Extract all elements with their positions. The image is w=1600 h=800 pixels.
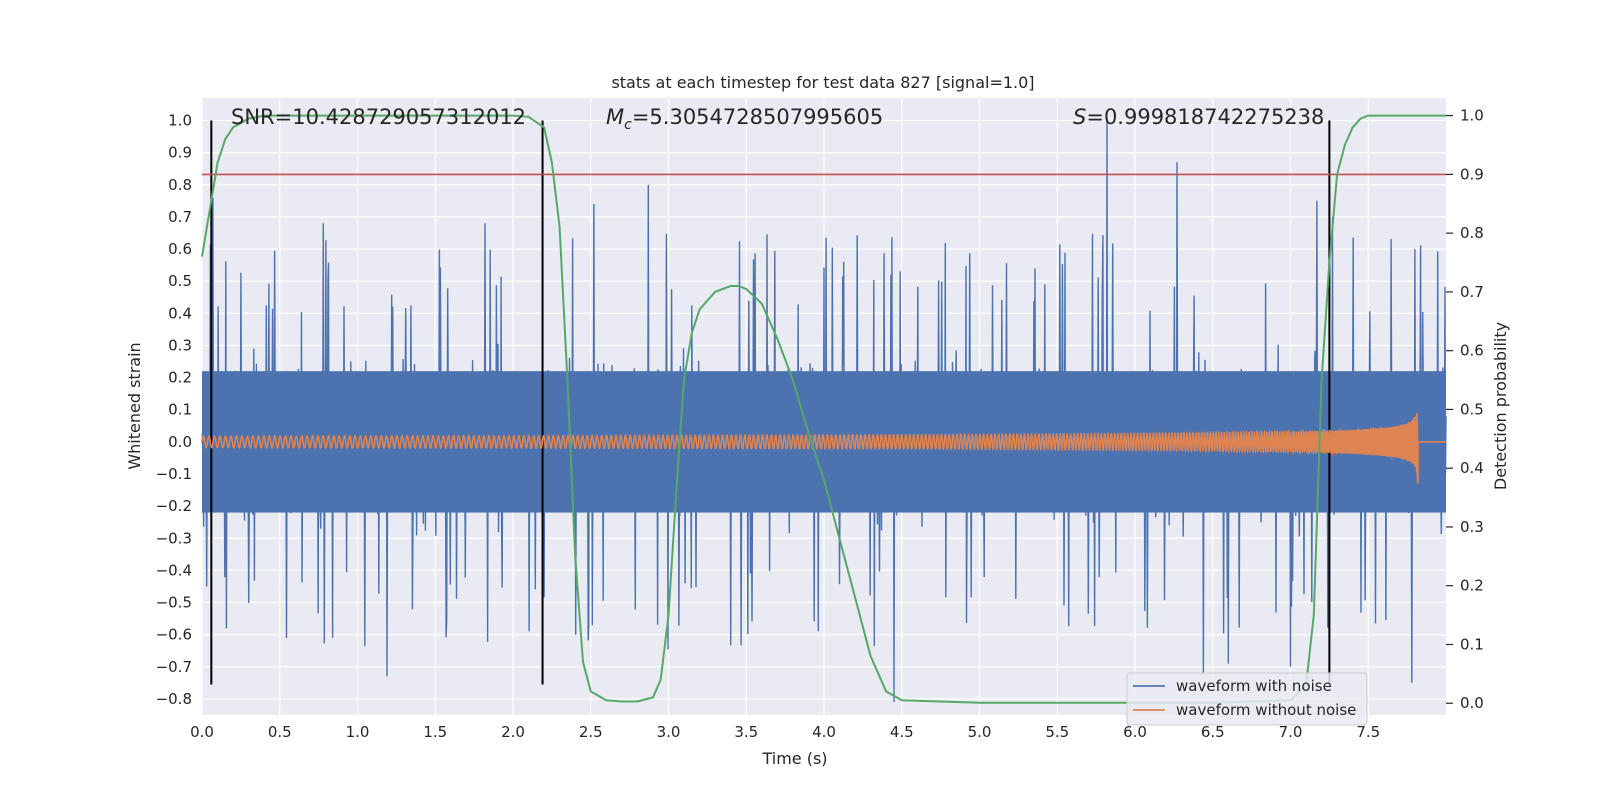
- y-tick-label: 0.6: [168, 240, 192, 258]
- y-tick-label: −0.6: [156, 626, 192, 644]
- s-symbol: S: [1073, 105, 1086, 129]
- chirp-mass-value: =5.3054728507995605: [632, 105, 883, 129]
- y-tick-label: −0.8: [156, 690, 192, 708]
- x-axis: 0.0 0.5 1.0 1.5 2.0 2.5 3.0 3.5 4.0 4.5 5.0 5.5 6.0 6…: [190, 723, 1380, 741]
- y-tick-label: 0.0: [168, 433, 192, 451]
- x-tick-label: 2.5: [579, 723, 603, 741]
- x-tick-label: 7.0: [1279, 723, 1303, 741]
- y2-tick-label: 0.4: [1460, 459, 1484, 477]
- y-tick-label: −0.3: [156, 529, 192, 547]
- probability-trace: [201, 114, 1446, 704]
- chirp-mass-symbol: M: [606, 105, 624, 129]
- x-tick-label: 1.0: [346, 723, 370, 741]
- chart-title: stats at each timestep for test data 827…: [611, 73, 1034, 92]
- y-tick-label: −0.7: [156, 658, 192, 676]
- x-tick-label: 4.5: [890, 723, 914, 741]
- y-axis-label: Whitened strain: [125, 342, 144, 469]
- legend-label-clean: waveform without noise: [1176, 701, 1356, 719]
- y2-tick-label: 0.8: [1460, 224, 1484, 242]
- series-detection-probability: [201, 114, 1446, 704]
- x-tick-label: 2.0: [501, 723, 525, 741]
- s-value: =0.999818742275238: [1086, 105, 1324, 129]
- y-tick-label: 0.3: [168, 336, 192, 354]
- y-tick-label: −0.1: [156, 465, 192, 483]
- y-tick-label: −0.4: [156, 561, 192, 579]
- y-tick-label: 0.7: [168, 208, 192, 226]
- y2-tick-label: 0.0: [1460, 694, 1484, 712]
- y-tick-label: 0.4: [168, 304, 192, 322]
- y2-tick-label: 0.1: [1460, 635, 1484, 653]
- x-tick-label: 0.0: [190, 723, 214, 741]
- y-tick-label: 1.0: [168, 111, 192, 129]
- x-tick-label: 4.0: [812, 723, 836, 741]
- x-axis-label: Time (s): [761, 749, 827, 768]
- snr-annotation: SNR=10.428729057312012: [231, 105, 526, 129]
- x-tick-label: 3.5: [734, 723, 758, 741]
- y2-tick-label: 1.0: [1460, 107, 1484, 125]
- y-tick-label: −0.5: [156, 594, 192, 612]
- chirp-mass-subscript: c: [624, 117, 632, 133]
- legend-box: [1126, 672, 1368, 726]
- x-tick-label: 5.5: [1045, 723, 1069, 741]
- legend: waveform with noise waveform without noi…: [1126, 672, 1368, 726]
- y2-tick-label: 0.3: [1460, 518, 1484, 536]
- y2-tick-label: 0.7: [1460, 283, 1484, 301]
- y-tick-label: 0.1: [168, 401, 192, 419]
- y2-tick-label: 0.2: [1460, 577, 1484, 595]
- x-tick-label: 0.5: [268, 723, 292, 741]
- x-tick-label: 1.5: [423, 723, 447, 741]
- y2-tick-label: 0.9: [1460, 165, 1484, 183]
- trigger-lines: [210, 120, 1331, 685]
- x-tick-label: 6.5: [1201, 723, 1225, 741]
- y2-axis-label: Detection probability: [1491, 322, 1510, 490]
- y2-tick-label: 0.6: [1460, 342, 1484, 360]
- y-tick-label: 0.5: [168, 272, 192, 290]
- y-tick-label: 0.9: [168, 144, 192, 162]
- chirp-mass-annotation: Mc=5.3054728507995605: [606, 105, 883, 133]
- y-tick-label: 0.8: [168, 176, 192, 194]
- y-axis-right: 0.0 0.1 0.2 0.3 0.4 0.5 0.6 0.7 0.8 0.9 1.0: [1446, 107, 1484, 712]
- s-annotation: S=0.999818742275238: [1073, 105, 1324, 129]
- y-axis-left: 1.0 0.9 0.8 0.7 0.6 0.5 0.4 0.3 0.2 0.1 0.0 −0.1 −0.…: [156, 111, 192, 707]
- x-tick-label: 6.0: [1123, 723, 1147, 741]
- y-tick-label: 0.2: [168, 369, 192, 387]
- legend-label-noise: waveform with noise: [1176, 677, 1332, 695]
- x-tick-label: 3.0: [657, 723, 681, 741]
- x-tick-label: 5.0: [968, 723, 992, 741]
- y-tick-label: −0.2: [156, 497, 192, 515]
- x-tick-label: 7.5: [1356, 723, 1380, 741]
- y2-tick-label: 0.5: [1460, 400, 1484, 418]
